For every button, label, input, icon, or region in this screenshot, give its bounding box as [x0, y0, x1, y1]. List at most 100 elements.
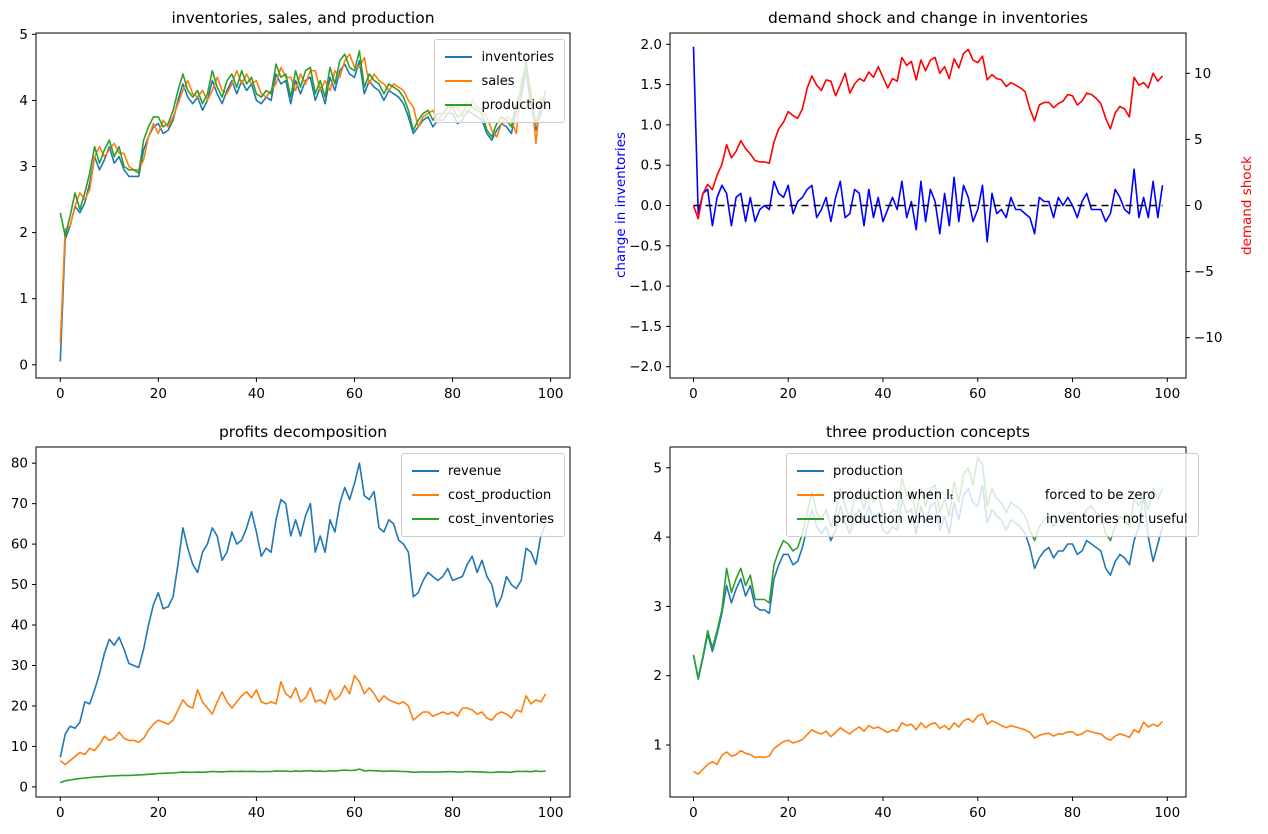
- axes-spines: [35, 32, 571, 379]
- legend-line-sample: [445, 80, 473, 82]
- y-tick-label-right: 5: [1194, 132, 1203, 148]
- x-tick-label: 60: [346, 386, 363, 402]
- y-tick-label: −0.5: [629, 238, 662, 254]
- y-tick-label: 50: [11, 577, 28, 593]
- x-tick-label: 60: [969, 805, 986, 821]
- y-tick-label: 80: [11, 456, 28, 472]
- legend-line-sample: [797, 494, 824, 496]
- y-tick-label: 30: [11, 658, 28, 674]
- x-tick-label: 0: [56, 386, 65, 402]
- y-tick-label: −2.0: [629, 359, 662, 375]
- chart-title-demand-shock: demand shock and change in inventories: [768, 9, 1088, 27]
- legend-profits-decomposition: revenue cost_production cost_inventories: [400, 453, 565, 537]
- legend-entry: cost_production: [411, 483, 554, 507]
- y-tick-label: 10: [11, 739, 28, 755]
- axes-spines: [669, 446, 1187, 798]
- legend-line-sample: [411, 470, 439, 472]
- x-tick-label: 20: [150, 805, 167, 821]
- y-tick-label: 70: [11, 496, 28, 512]
- y-axis-label-change-in-inventories: change in inventories: [613, 132, 629, 279]
- y-tick-label: 0.0: [641, 198, 662, 214]
- y-tick-label-right: 10: [1194, 66, 1211, 82]
- legend-entry: production when Iₜ forced to be zero: [797, 483, 1188, 507]
- legend-entry-label: cost_production: [447, 487, 552, 503]
- legend-entry-label: revenue: [447, 463, 502, 479]
- series-line-cost-production: [59, 674, 547, 766]
- x-tick-label: 80: [444, 386, 461, 402]
- legend-three-production-concepts: production production when Iₜ forced to b…: [786, 453, 1199, 537]
- y-tick-label: 1.0: [641, 117, 662, 133]
- y-tick-label: 1.5: [641, 77, 662, 93]
- x-tick-label: 80: [1064, 805, 1081, 821]
- legend-entry-label: production when inventories not useful: [833, 511, 1188, 527]
- chart-title-profits-decomposition: profits decomposition: [218, 423, 388, 441]
- series-line-production-when-i-forced-to-be-zero: [693, 712, 1164, 775]
- y-tick-label: −1.0: [629, 279, 662, 295]
- legend-line-sample: [445, 104, 473, 106]
- y-tick-label-right: 0: [1194, 198, 1203, 214]
- x-tick-label: 20: [780, 805, 797, 821]
- x-tick-label: 40: [874, 386, 891, 402]
- y-tick-label: 0: [19, 779, 28, 795]
- legend-inventories-sales-production: inventories sales production: [434, 39, 565, 123]
- legend-entry-label: sales: [481, 73, 515, 89]
- x-tick-label: 20: [780, 386, 797, 402]
- chart-title-three-production-concepts: three production concepts: [826, 423, 1030, 441]
- y-tick-label: 1: [653, 738, 662, 754]
- legend-line-sample: [797, 518, 824, 520]
- x-tick-label: 0: [689, 805, 698, 821]
- legend-line-sample: [411, 494, 439, 496]
- y-tick-label: −1.5: [629, 319, 662, 335]
- legend-line-sample: [445, 56, 473, 58]
- legend-entry-label: production when Iₜ forced to be zero: [833, 487, 1156, 503]
- y-tick-label-right: −10: [1194, 330, 1223, 346]
- series-line-demand-shock: [692, 48, 1164, 220]
- y-tick-label: 4: [653, 530, 662, 546]
- legend-entry-label: production: [833, 463, 903, 479]
- legend-entry: cost_inventories: [411, 507, 554, 531]
- y-tick-label: 3: [653, 599, 662, 615]
- legend-entry-label: production: [481, 97, 552, 113]
- legend-entry-label: inventories: [481, 49, 554, 65]
- y-tick-label: 2: [653, 668, 662, 684]
- x-tick-label: 80: [444, 805, 461, 821]
- y-tick-label: 2: [19, 225, 28, 241]
- y-tick-label: 5: [653, 460, 662, 476]
- y-tick-label: 0: [19, 357, 28, 373]
- x-tick-label: 60: [969, 386, 986, 402]
- legend-entry: revenue: [411, 459, 554, 483]
- series-line-cost-inventories: [59, 768, 546, 784]
- y-tick-label: 40: [11, 618, 28, 634]
- x-tick-label: 0: [56, 805, 65, 821]
- x-tick-label: 100: [538, 805, 564, 821]
- y-tick-label: 1: [19, 291, 28, 307]
- y-axis-label-demand-shock: demand shock: [1239, 156, 1255, 255]
- x-tick-label: 0: [689, 386, 698, 402]
- y-tick-label: 0.5: [641, 158, 662, 174]
- x-tick-label: 60: [346, 805, 363, 821]
- legend-entry: production when inventories not useful: [797, 507, 1188, 531]
- legend-entry: sales: [445, 69, 554, 93]
- axes-spines: [35, 446, 571, 798]
- series-line-revenue: [59, 462, 547, 758]
- x-tick-label: 20: [150, 386, 167, 402]
- legend-entry: production: [445, 93, 554, 117]
- x-tick-label: 40: [248, 386, 265, 402]
- y-tick-label: 2.0: [641, 37, 662, 53]
- y-tick-label: 3: [19, 159, 28, 175]
- x-tick-label: 100: [538, 386, 564, 402]
- x-tick-label: 80: [1064, 386, 1081, 402]
- legend-entry: inventories: [445, 45, 554, 69]
- y-tick-label: 20: [11, 698, 28, 714]
- y-tick-label: 4: [19, 93, 28, 109]
- chart-title-inventories-sales-production: inventories, sales, and production: [171, 9, 435, 27]
- legend-line-sample: [411, 518, 439, 520]
- y-tick-label: 5: [19, 27, 28, 43]
- y-tick-label: 60: [11, 537, 28, 553]
- x-tick-label: 40: [248, 805, 265, 821]
- x-tick-label: 40: [874, 805, 891, 821]
- legend-entry: production: [797, 459, 1188, 483]
- legend-entry-label: cost_inventories: [447, 511, 554, 527]
